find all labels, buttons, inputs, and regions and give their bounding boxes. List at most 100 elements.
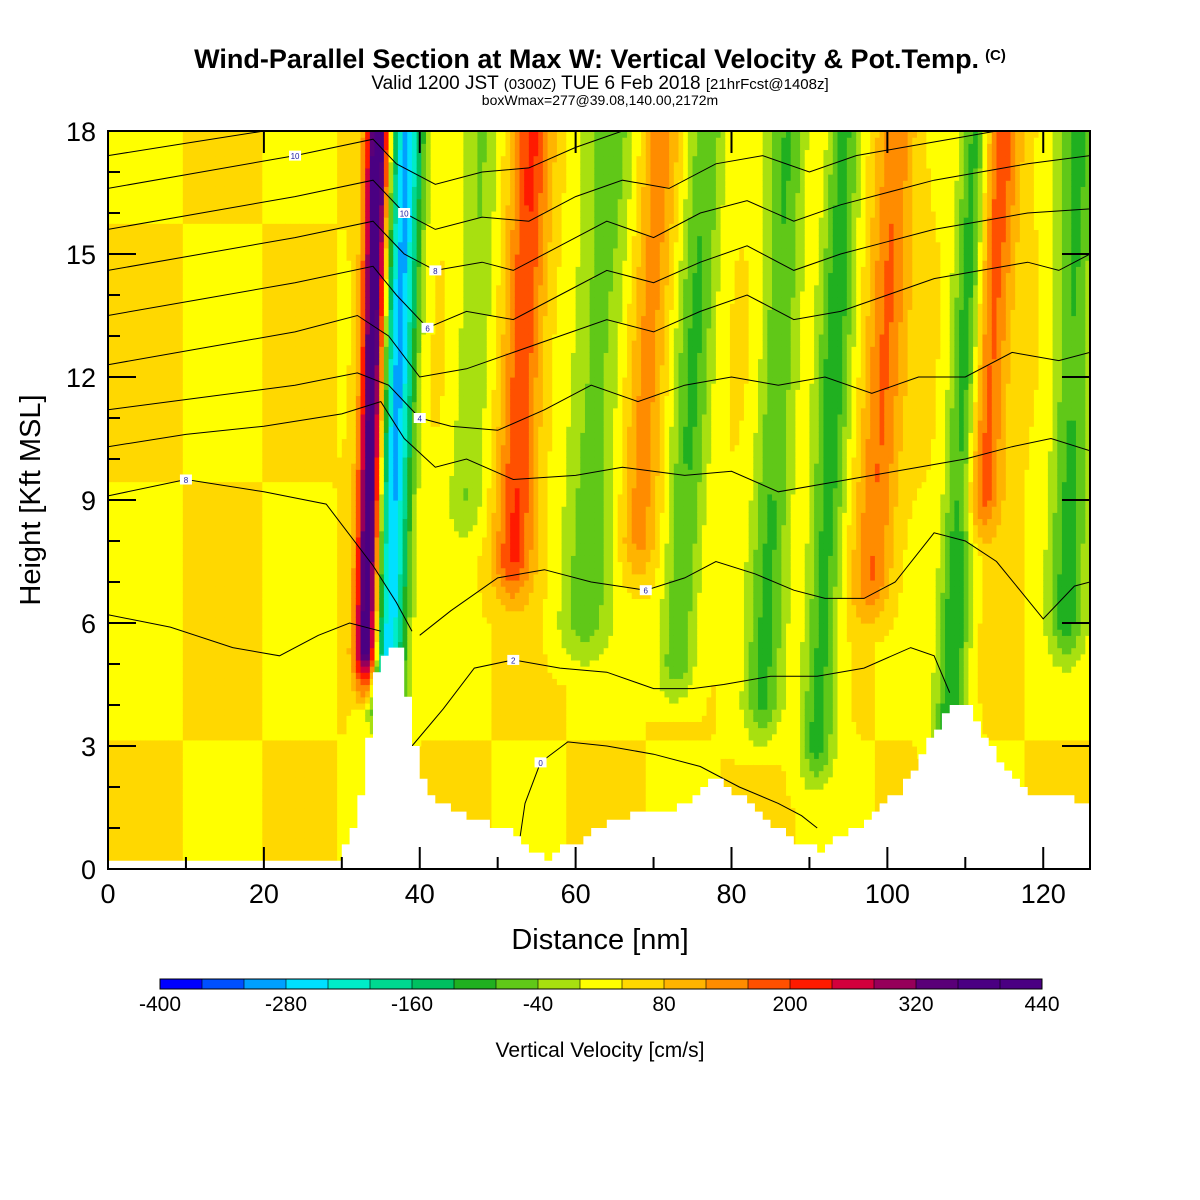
velocity-cell xyxy=(295,616,301,624)
velocity-cell xyxy=(136,223,142,230)
velocity-cell xyxy=(108,807,114,815)
velocity-cell xyxy=(108,186,114,194)
velocity-cell xyxy=(206,493,212,501)
velocity-cell xyxy=(224,709,231,716)
velocity-cell xyxy=(224,795,231,802)
velocity-cell xyxy=(224,598,231,606)
velocity-cell xyxy=(108,247,114,255)
velocity-cell xyxy=(238,610,245,618)
velocity-cell xyxy=(140,487,147,495)
velocity-cell xyxy=(126,758,132,766)
velocity-cell xyxy=(276,739,282,747)
velocity-cell xyxy=(285,524,291,532)
velocity-cell xyxy=(159,309,165,317)
velocity-cell xyxy=(112,684,118,692)
velocity-cell xyxy=(257,284,263,292)
velocity-cell xyxy=(173,647,179,655)
velocity-cell xyxy=(201,623,207,630)
velocity-cell xyxy=(243,629,249,636)
velocity-cell xyxy=(126,192,132,200)
velocity-cell xyxy=(168,776,175,784)
velocity-cell xyxy=(154,223,161,230)
velocity-cell xyxy=(299,770,305,778)
velocity-cell xyxy=(234,506,240,513)
velocity-cell xyxy=(248,733,254,741)
velocity-cell xyxy=(229,598,235,606)
velocity-cell xyxy=(201,266,207,274)
velocity-cell xyxy=(150,167,156,175)
velocity-cell xyxy=(220,776,226,784)
velocity-cell xyxy=(108,426,114,433)
velocity-cell xyxy=(126,180,132,187)
velocity-cell xyxy=(182,727,189,735)
velocity-cell xyxy=(281,832,287,839)
velocity-cell xyxy=(281,358,287,366)
velocity-cell xyxy=(262,321,268,329)
velocity-cell xyxy=(224,623,231,630)
velocity-cell xyxy=(140,364,147,372)
velocity-cell xyxy=(108,131,114,138)
velocity-cell xyxy=(187,856,193,864)
velocity-cell xyxy=(220,210,226,218)
velocity-cell xyxy=(196,395,203,403)
velocity-cell xyxy=(276,254,282,261)
velocity-cell xyxy=(215,770,221,778)
velocity-cell xyxy=(126,303,132,310)
velocity-cell xyxy=(145,161,151,169)
velocity-cell xyxy=(131,204,137,212)
velocity-cell xyxy=(276,752,282,759)
velocity-cell xyxy=(243,543,249,550)
velocity-cell xyxy=(262,426,268,433)
velocity-cell xyxy=(252,217,259,224)
velocity-cell xyxy=(262,690,268,698)
velocity-cell xyxy=(201,315,207,323)
velocity-cell xyxy=(248,174,254,181)
velocity-cell xyxy=(281,161,287,169)
velocity-cell xyxy=(266,167,273,175)
velocity-cell xyxy=(150,801,156,809)
velocity-cell xyxy=(164,346,170,353)
velocity-cell xyxy=(257,506,263,513)
velocity-cell xyxy=(238,327,245,335)
velocity-cell xyxy=(159,690,165,698)
velocity-cell xyxy=(266,149,273,157)
velocity-cell xyxy=(248,247,254,255)
velocity-cell xyxy=(145,223,151,230)
velocity-cell xyxy=(285,401,291,409)
velocity-cell xyxy=(295,481,301,489)
velocity-cell xyxy=(206,616,212,624)
velocity-cell xyxy=(159,684,165,692)
velocity-cell xyxy=(271,321,277,329)
velocity-cell xyxy=(257,850,263,858)
velocity-cell xyxy=(290,420,296,427)
velocity-cell xyxy=(252,752,259,759)
velocity-cell xyxy=(285,186,291,194)
velocity-cell xyxy=(262,856,268,864)
velocity-cell xyxy=(192,204,198,212)
velocity-cell xyxy=(145,346,151,353)
velocity-cell xyxy=(192,272,198,280)
velocity-cell xyxy=(238,413,245,421)
velocity-cell xyxy=(266,420,273,427)
velocity-cell xyxy=(178,653,184,661)
velocity-cell xyxy=(168,186,175,194)
velocity-cell xyxy=(112,524,118,532)
velocity-cell xyxy=(126,739,132,747)
velocity-cell xyxy=(295,260,301,267)
velocity-cell xyxy=(201,530,207,538)
velocity-cell xyxy=(136,549,142,556)
velocity-cell xyxy=(164,506,170,513)
velocity-cell xyxy=(262,420,268,427)
velocity-cell xyxy=(164,789,170,796)
velocity-cell xyxy=(192,315,198,323)
velocity-cell xyxy=(295,586,301,593)
velocity-cell xyxy=(178,358,184,366)
velocity-cell xyxy=(224,825,231,833)
velocity-cell xyxy=(215,186,221,194)
velocity-cell xyxy=(136,377,142,384)
velocity-cell xyxy=(150,764,156,772)
velocity-cell xyxy=(131,555,137,563)
velocity-cell xyxy=(281,856,287,864)
velocity-cell xyxy=(136,198,142,206)
velocity-cell xyxy=(299,481,305,489)
